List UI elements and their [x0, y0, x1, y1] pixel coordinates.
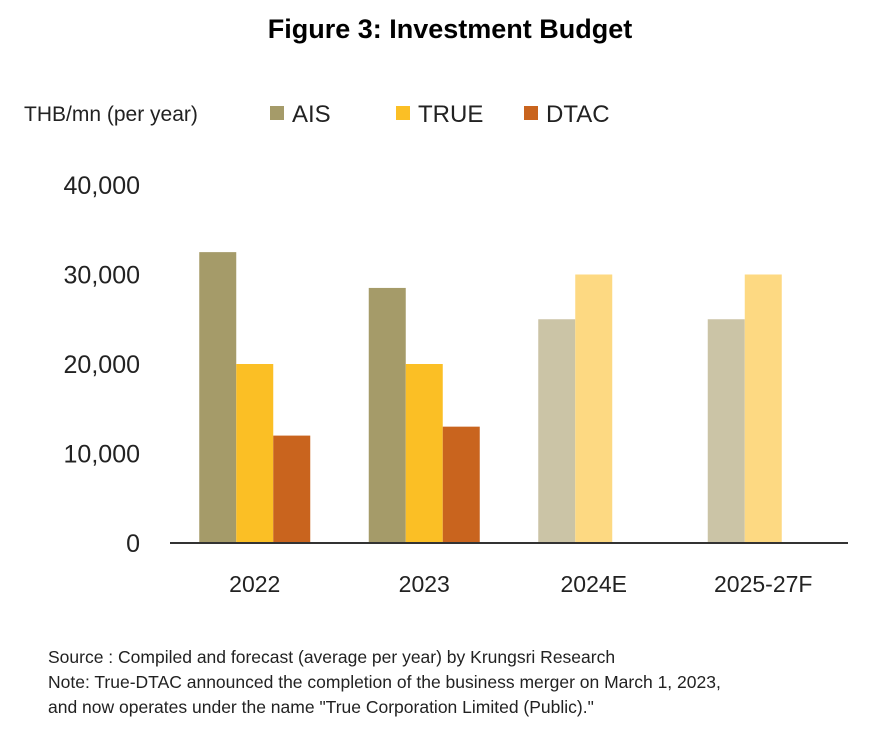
x-tick-label: 2022	[229, 571, 280, 597]
bar-dtac	[273, 435, 311, 543]
x-tick-label: 2024E	[560, 571, 627, 597]
y-tick-label: 0	[126, 530, 140, 558]
chart-title: Figure 3: Investment Budget	[267, 14, 633, 44]
bar-ais	[707, 319, 745, 543]
bar-true	[405, 364, 443, 543]
legend-swatch-ais	[270, 106, 284, 120]
bar-chart: 0 10,000 20,000 30,000 40,000 2022 2023 2024E 20…	[24, 101, 848, 597]
bar-true	[575, 274, 613, 543]
bar-ais	[199, 252, 237, 543]
bar-dtac	[442, 426, 480, 543]
y-tick-label: 40,000	[64, 172, 140, 200]
bar-ais	[368, 287, 406, 543]
bar-ais	[538, 319, 576, 543]
x-tick-label: 2023	[399, 571, 450, 597]
note-line-2: and now operates under the name "True Co…	[48, 697, 594, 717]
bar-true	[236, 364, 274, 543]
bar-true	[744, 274, 782, 543]
legend-label-dtac: DTAC	[546, 101, 610, 128]
y-tick-label: 20,000	[64, 351, 140, 379]
source-text: Source : Compiled and forecast (average …	[48, 647, 616, 667]
legend-swatch-dtac	[524, 106, 538, 120]
y-tick-label: 10,000	[64, 441, 140, 469]
y-tick-label: 30,000	[64, 262, 140, 290]
x-tick-label: 2025-27F	[714, 571, 812, 597]
legend-label-ais: AIS	[292, 101, 331, 128]
y-axis-label: THB/mn (per year)	[24, 103, 198, 126]
note-line-1: Note: True-DTAC announced the completion…	[48, 672, 721, 692]
legend-swatch-true	[396, 106, 410, 120]
legend-label-true: TRUE	[418, 101, 483, 128]
chart-notes: Source : Compiled and forecast (average …	[48, 645, 721, 720]
